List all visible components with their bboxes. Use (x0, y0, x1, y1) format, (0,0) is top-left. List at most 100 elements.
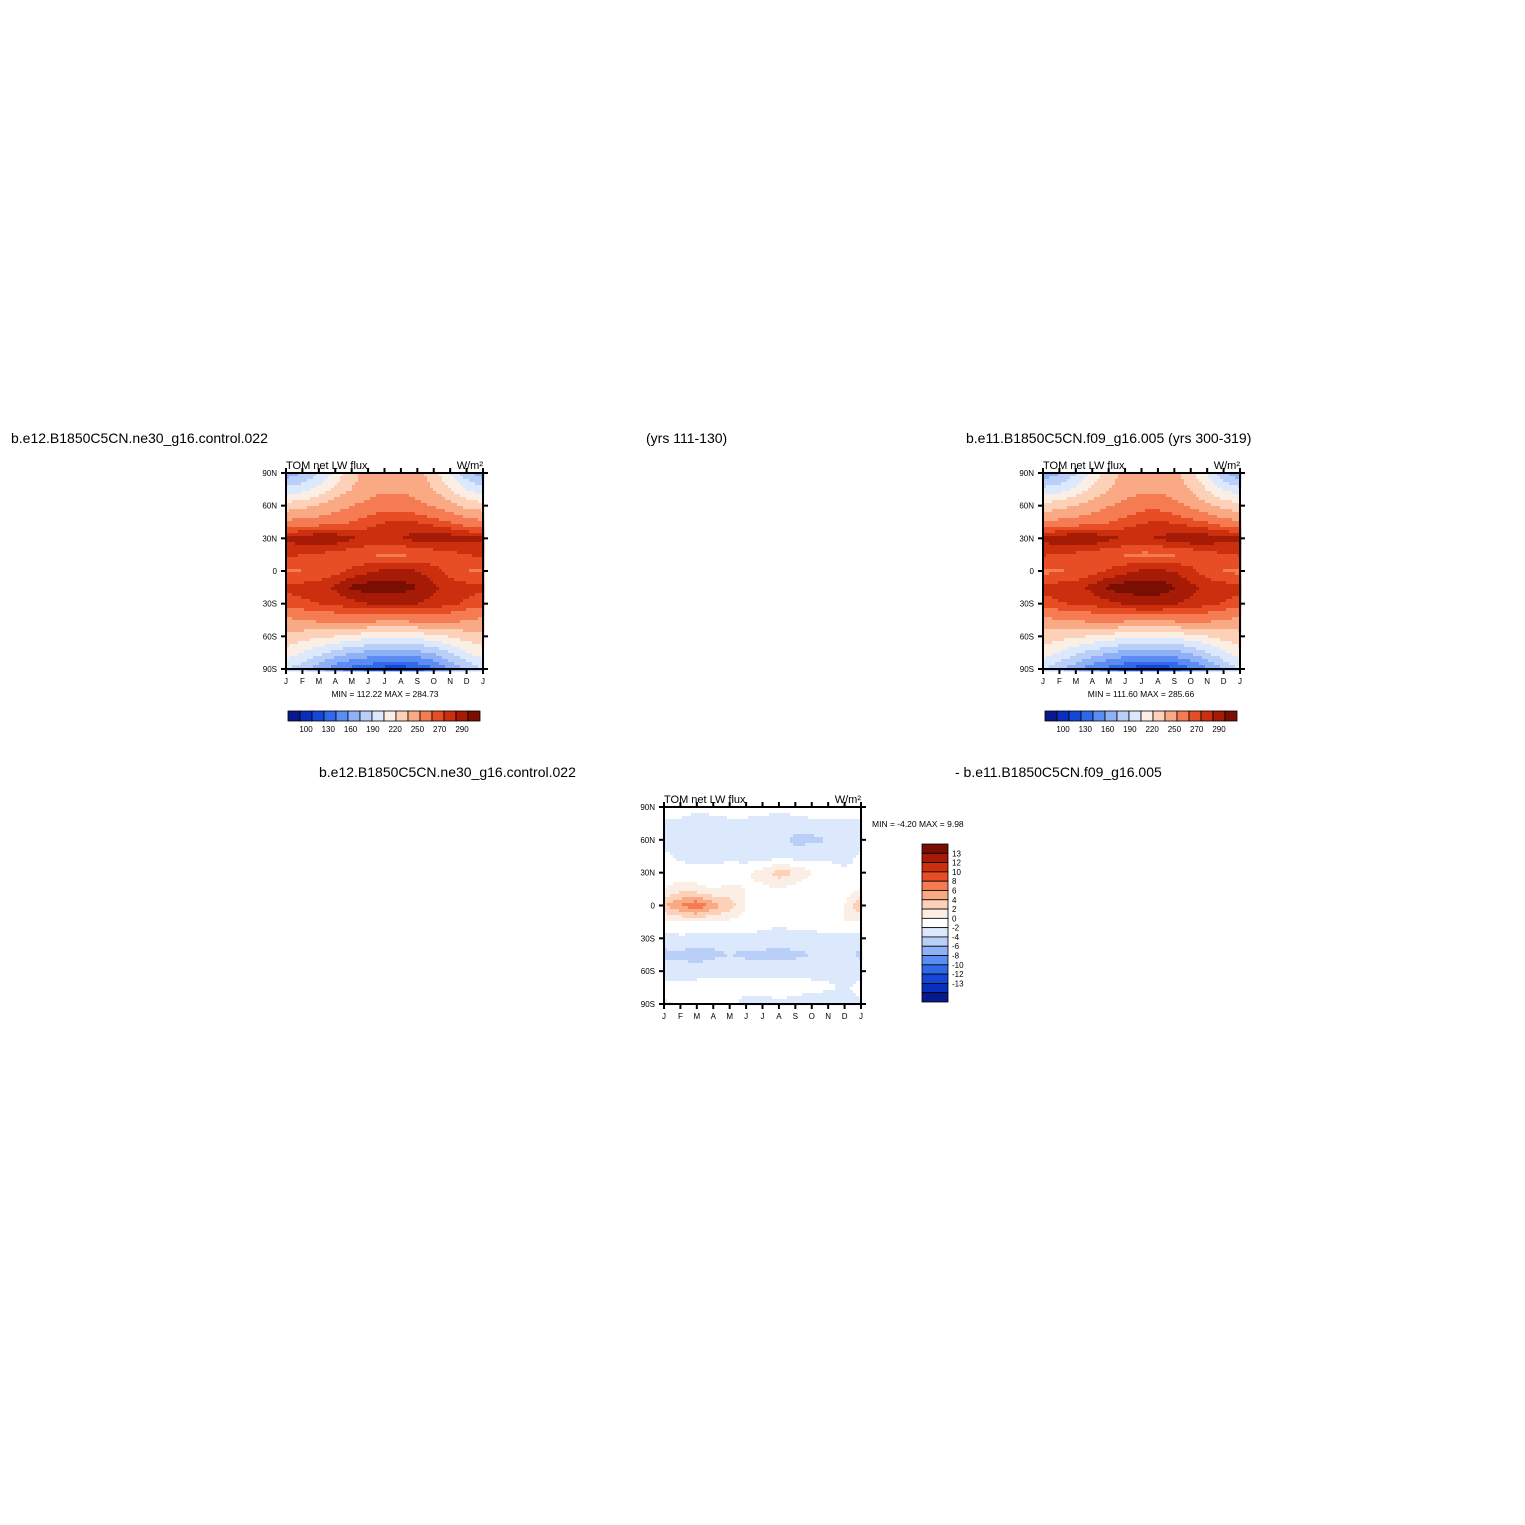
heatmap-cell (367, 650, 371, 654)
heatmap-cell (328, 488, 332, 492)
heatmap-cell (1091, 485, 1095, 489)
heatmap-cell (454, 662, 458, 666)
heatmap-cell (400, 479, 404, 483)
heatmap-cell (400, 665, 404, 669)
heatmap-cell (385, 656, 389, 660)
heatmap-cell (433, 605, 437, 609)
heatmap-cell (325, 569, 329, 573)
heatmap-cell (349, 506, 353, 510)
heatmap-cell (451, 578, 455, 582)
heatmap-cell (337, 554, 341, 558)
heatmap-cell (328, 497, 332, 501)
heatmap-cell (472, 536, 476, 540)
heatmap-cell (367, 641, 371, 645)
heatmap-cell (1187, 488, 1191, 492)
heatmap-cell (1163, 494, 1167, 498)
heatmap-cell (412, 605, 416, 609)
heatmap-cell (289, 530, 293, 534)
heatmap-cell (289, 590, 293, 594)
heatmap-cell (319, 548, 323, 552)
heatmap-cell (448, 521, 452, 525)
heatmap-cell (379, 644, 383, 648)
heatmap-cell (325, 482, 329, 486)
heatmap-cell (298, 503, 302, 507)
heatmap-cell (478, 599, 482, 603)
heatmap-cell (415, 656, 419, 660)
heatmap-cell (409, 584, 413, 588)
heatmap-cell (1046, 473, 1050, 477)
heatmap-cell (391, 521, 395, 525)
heatmap-cell (358, 647, 362, 651)
heatmap-cell (448, 578, 452, 582)
heatmap-cell (430, 647, 434, 651)
heatmap-cell (373, 584, 377, 588)
heatmap-cell (385, 629, 389, 633)
heatmap-cell (376, 638, 380, 642)
heatmap-cell (451, 563, 455, 567)
heatmap-cell (349, 551, 353, 555)
heatmap-cell (334, 554, 338, 558)
heatmap-cell (298, 551, 302, 555)
heatmap-cell (478, 518, 482, 522)
heatmap-cell (463, 578, 467, 582)
heatmap-cell (346, 581, 350, 585)
heatmap-cell (439, 563, 443, 567)
heatmap-cell (460, 554, 464, 558)
heatmap-cell (403, 518, 407, 522)
heatmap-cells (1043, 473, 1242, 672)
heatmap-cell (334, 635, 338, 639)
heatmap-cell (349, 605, 353, 609)
heatmap-cell (451, 653, 455, 657)
heatmap-cell (421, 638, 425, 642)
heatmap-cell (430, 497, 434, 501)
heatmap-cell (367, 509, 371, 513)
heatmap-cell (418, 623, 422, 627)
heatmap-cell (322, 479, 326, 483)
heatmap-cell (349, 635, 353, 639)
heatmap-cell (367, 635, 371, 639)
heatmap-cell (421, 659, 425, 663)
heatmap-cell (295, 518, 299, 522)
heatmap-cell (1151, 488, 1155, 492)
heatmap-cell (388, 584, 392, 588)
heatmap-cell (373, 632, 377, 636)
heatmap-cell (289, 656, 293, 660)
heatmap-cell (472, 518, 476, 522)
heatmap-cell (373, 608, 377, 612)
heatmap-cell (1166, 488, 1170, 492)
heatmap-cell (424, 533, 428, 537)
heatmap-cell (391, 515, 395, 519)
heatmap-cell (397, 584, 401, 588)
heatmap-cell (400, 635, 404, 639)
heatmap-cell (409, 473, 413, 477)
heatmap-cell (367, 599, 371, 603)
heatmap-cell (331, 650, 335, 654)
heatmap-cell (451, 479, 455, 483)
heatmap-cell (376, 629, 380, 633)
heatmap-cell (286, 542, 290, 546)
heatmap-cell (304, 593, 308, 597)
heatmap-cell (1061, 494, 1065, 498)
heatmap-cell (451, 533, 455, 537)
heatmap-cell (1154, 473, 1158, 477)
heatmap-cell (448, 491, 452, 495)
heatmap-cell (328, 569, 332, 573)
heatmap-cell (298, 578, 302, 582)
heatmap-cell (331, 614, 335, 618)
header-right-bottom: - b.e11.B1850C5CN.f09_g16.005 (955, 764, 1162, 780)
heatmap-cell (454, 641, 458, 645)
heatmap-cell (1121, 488, 1125, 492)
heatmap-cell (292, 518, 296, 522)
heatmap-cell (397, 665, 401, 669)
heatmap-cell (436, 473, 440, 477)
heatmap-cell (298, 656, 302, 660)
heatmap-cell (406, 512, 410, 516)
heatmap-cell (448, 539, 452, 543)
heatmap-cell (319, 641, 323, 645)
heatmap-cell (1094, 485, 1098, 489)
heatmap-cell (394, 563, 398, 567)
heatmap-cell (370, 527, 374, 531)
heatmap-cell (373, 473, 377, 477)
heatmap-cell (322, 551, 326, 555)
heatmap-cell (337, 485, 341, 489)
